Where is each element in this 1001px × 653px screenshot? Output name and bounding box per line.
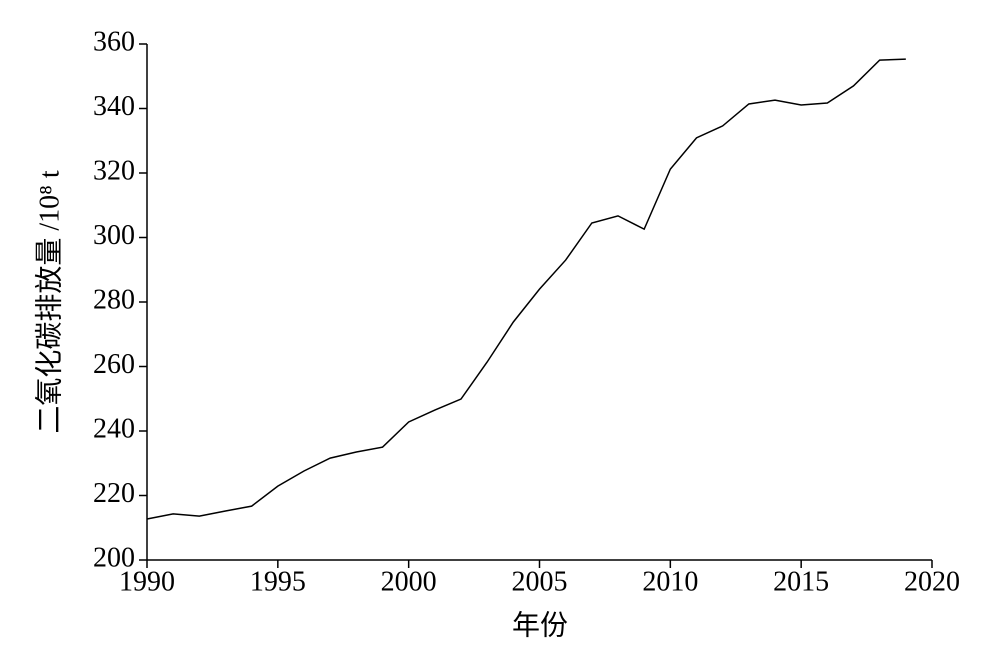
y-tick-label: 360 bbox=[93, 26, 135, 57]
y-tick-label: 240 bbox=[93, 413, 135, 444]
x-tick-label: 2010 bbox=[642, 566, 698, 597]
y-tick-label: 260 bbox=[93, 349, 135, 380]
x-tick-label: 1995 bbox=[250, 566, 306, 597]
x-tick-label: 1990 bbox=[119, 566, 175, 597]
x-axis-label: 年份 bbox=[512, 609, 568, 641]
data-line bbox=[146, 58, 906, 520]
y-axis-label: 二氧化碳排放量 /10⁸ t bbox=[33, 170, 65, 434]
x-tick-label: 2015 bbox=[773, 566, 829, 597]
y-tick-label: 340 bbox=[93, 91, 135, 122]
y-tick-label: 220 bbox=[93, 478, 135, 509]
y-tick-label: 300 bbox=[93, 220, 135, 251]
y-tick-label: 200 bbox=[93, 542, 135, 573]
x-tick-label: 2000 bbox=[381, 566, 437, 597]
y-tick-label: 320 bbox=[93, 155, 135, 186]
y-tick-label: 280 bbox=[93, 284, 135, 315]
x-tick-label: 2020 bbox=[904, 566, 960, 597]
x-tick-label: 2005 bbox=[512, 566, 568, 597]
